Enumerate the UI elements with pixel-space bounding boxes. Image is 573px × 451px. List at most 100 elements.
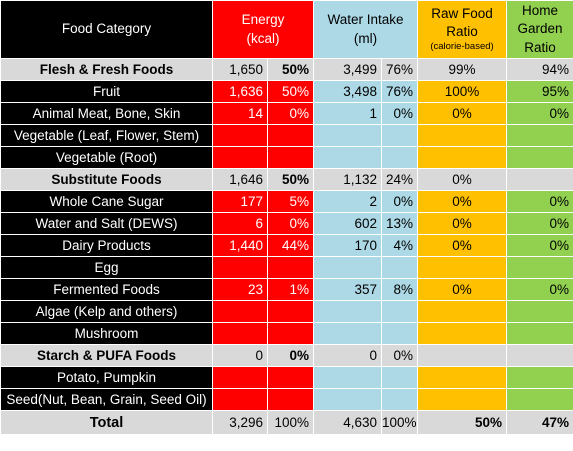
energy-percent-cell bbox=[267, 388, 314, 411]
energy-cell: 1,650 bbox=[212, 58, 268, 81]
category-cell: Algae (Kelp and others) bbox=[0, 300, 213, 323]
water-percent-cell bbox=[381, 388, 418, 411]
home-garden-ratio-cell: 0% bbox=[506, 278, 573, 301]
energy-percent-cell: 50% bbox=[267, 168, 314, 191]
energy-percent-cell bbox=[267, 300, 314, 323]
water-percent-cell: 4% bbox=[381, 234, 418, 257]
category-cell: Water and Salt (DEWS) bbox=[0, 212, 213, 235]
raw-food-ratio-cell: 0% bbox=[417, 212, 507, 235]
raw-food-ratio-cell bbox=[417, 146, 507, 169]
raw-food-ratio-cell bbox=[417, 344, 507, 367]
water-percent-cell: 13% bbox=[381, 212, 418, 235]
raw-food-ratio-cell bbox=[417, 300, 507, 323]
raw-food-ratio-cell bbox=[417, 322, 507, 345]
table-row: Fermented Foods 23 1% 357 8% 0% 0% bbox=[0, 278, 573, 301]
table-row: Fruit 1,636 50% 3,498 76% 100% 95% bbox=[0, 80, 573, 103]
water-cell bbox=[313, 256, 382, 279]
category-cell: Potato, Pumpkin bbox=[0, 366, 213, 389]
energy-cell bbox=[212, 322, 268, 345]
table-row: Potato, Pumpkin bbox=[0, 366, 573, 389]
energy-percent-cell bbox=[267, 322, 314, 345]
water-cell: 170 bbox=[313, 234, 382, 257]
energy-cell: 14 bbox=[212, 102, 268, 125]
raw-food-ratio-cell: 99% bbox=[417, 58, 507, 81]
total-energy: 3,296 bbox=[212, 410, 268, 435]
water-percent-cell: 24% bbox=[381, 168, 418, 191]
energy-cell: 1,646 bbox=[212, 168, 268, 191]
energy-percent-cell: 0% bbox=[267, 212, 314, 235]
total-energy-percent: 100% bbox=[267, 410, 314, 435]
home-garden-ratio-cell: 94% bbox=[506, 58, 573, 81]
category-cell: Fermented Foods bbox=[0, 278, 213, 301]
water-cell: 3,498 bbox=[313, 80, 382, 103]
energy-percent-cell: 50% bbox=[267, 58, 314, 81]
table-row: Egg bbox=[0, 256, 573, 279]
category-cell: Fruit bbox=[0, 80, 213, 103]
water-cell bbox=[313, 388, 382, 411]
table-row: Whole Cane Sugar 177 5% 2 0% 0% 0% bbox=[0, 190, 573, 213]
total-water: 4,630 bbox=[313, 410, 382, 435]
home-garden-ratio-cell bbox=[506, 300, 573, 323]
energy-cell: 1,440 bbox=[212, 234, 268, 257]
table-row: Seed(Nut, Bean, Grain, Seed Oil) bbox=[0, 388, 573, 411]
energy-percent-cell: 1% bbox=[267, 278, 314, 301]
header-food-category: Food Category bbox=[0, 0, 213, 59]
energy-cell: 6 bbox=[212, 212, 268, 235]
energy-cell: 1,636 bbox=[212, 80, 268, 103]
total-home-garden-ratio: 47% bbox=[506, 410, 573, 435]
group-row: Starch & PUFA Foods 0 0% 0 0% bbox=[0, 344, 573, 367]
energy-percent-cell: 50% bbox=[267, 80, 314, 103]
raw-food-ratio-cell: 0% bbox=[417, 234, 507, 257]
category-cell: Whole Cane Sugar bbox=[0, 190, 213, 213]
home-garden-ratio-cell bbox=[506, 344, 573, 367]
raw-food-ratio-cell bbox=[417, 366, 507, 389]
water-percent-cell bbox=[381, 146, 418, 169]
energy-percent-cell bbox=[267, 366, 314, 389]
energy-cell bbox=[212, 146, 268, 169]
water-cell bbox=[313, 366, 382, 389]
raw-food-ratio-cell bbox=[417, 388, 507, 411]
header-energy: Energy (kcal) bbox=[212, 0, 314, 59]
raw-food-ratio-cell bbox=[417, 124, 507, 147]
table-row: Water and Salt (DEWS) 6 0% 602 13% 0% 0% bbox=[0, 212, 573, 235]
category-cell: Starch & PUFA Foods bbox=[0, 344, 213, 367]
raw-food-ratio-cell: 0% bbox=[417, 278, 507, 301]
water-percent-cell: 76% bbox=[381, 80, 418, 103]
raw-food-ratio-cell: 0% bbox=[417, 102, 507, 125]
home-garden-ratio-cell: 0% bbox=[506, 102, 573, 125]
total-label: Total bbox=[0, 410, 213, 435]
category-cell: Flesh & Fresh Foods bbox=[0, 58, 213, 81]
category-cell: Animal Meat, Bone, Skin bbox=[0, 102, 213, 125]
header-raw-food-ratio: Raw Food Ratio (calorie-based) bbox=[417, 0, 507, 59]
table-row: Dairy Products 1,440 44% 170 4% 0% 0% bbox=[0, 234, 573, 257]
group-row: Flesh & Fresh Foods 1,650 50% 3,499 76% 99% 94… bbox=[0, 58, 573, 81]
category-cell: Vegetable (Root) bbox=[0, 146, 213, 169]
home-garden-ratio-cell bbox=[506, 322, 573, 345]
water-percent-cell bbox=[381, 124, 418, 147]
energy-cell bbox=[212, 124, 268, 147]
energy-cell bbox=[212, 388, 268, 411]
energy-percent-cell: 0% bbox=[267, 344, 314, 367]
header-home-garden-ratio: Home Garden Ratio bbox=[506, 0, 573, 59]
energy-cell bbox=[212, 300, 268, 323]
category-cell: Seed(Nut, Bean, Grain, Seed Oil) bbox=[0, 388, 213, 411]
energy-cell: 23 bbox=[212, 278, 268, 301]
home-garden-ratio-cell: 0% bbox=[506, 190, 573, 213]
category-cell: Mushroom bbox=[0, 322, 213, 345]
water-cell: 357 bbox=[313, 278, 382, 301]
home-garden-ratio-cell bbox=[506, 124, 573, 147]
water-percent-cell bbox=[381, 366, 418, 389]
water-percent-cell bbox=[381, 256, 418, 279]
home-garden-ratio-cell bbox=[506, 146, 573, 169]
home-garden-ratio-cell bbox=[506, 388, 573, 411]
home-garden-ratio-cell: 0% bbox=[506, 234, 573, 257]
water-cell: 2 bbox=[313, 190, 382, 213]
home-garden-ratio-cell bbox=[506, 366, 573, 389]
water-percent-cell bbox=[381, 322, 418, 345]
energy-cell bbox=[212, 366, 268, 389]
water-cell bbox=[313, 146, 382, 169]
header-row: Food Category Energy (kcal) Water Intake(… bbox=[0, 0, 573, 59]
header-water-intake: Water Intake (ml) bbox=[313, 0, 418, 59]
energy-percent-cell bbox=[267, 146, 314, 169]
water-percent-cell: 8% bbox=[381, 278, 418, 301]
